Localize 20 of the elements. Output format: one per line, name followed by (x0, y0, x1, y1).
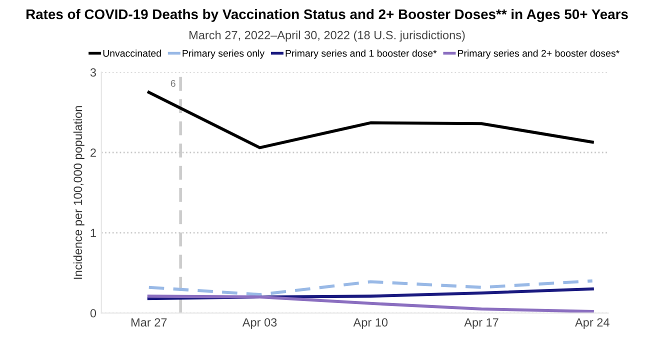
y-tick-label: 3 (90, 68, 96, 77)
y-axis-title: Incidence per 100,000 population (73, 106, 84, 279)
legend-label: Primary series and 1 booster dose* (286, 50, 437, 59)
ref-line-label: 6 (170, 80, 176, 87)
x-tick-label: Apr 10 (353, 318, 388, 329)
chart-title: Rates of COVID-19 Deaths by Vaccination Status and 2+ Booster Doses** in Ages 50+ Years (26, 8, 628, 22)
x-tick-label: Apr 03 (242, 318, 277, 329)
y-tick-label: 1 (90, 228, 96, 238)
legend-label: Primary series and 2+ booster doses* (458, 50, 620, 59)
x-tick-label: Mar 27 (131, 318, 167, 327)
chart-subtitle: March 27, 2022–April 30, 2022 (18 U.S. jurisdictions) (190, 30, 465, 42)
line-series (147, 279, 594, 296)
y-tick-label: 0 (90, 309, 96, 318)
y-tick-label: 2 (90, 148, 96, 157)
x-tick-label: Apr 24 (575, 318, 610, 329)
legend-label: Unvaccinated (103, 50, 161, 57)
x-tick-label: Apr 17 (464, 318, 498, 329)
line-series (147, 294, 594, 313)
legend-label: Primary series only (182, 50, 265, 59)
line-series (147, 90, 594, 150)
